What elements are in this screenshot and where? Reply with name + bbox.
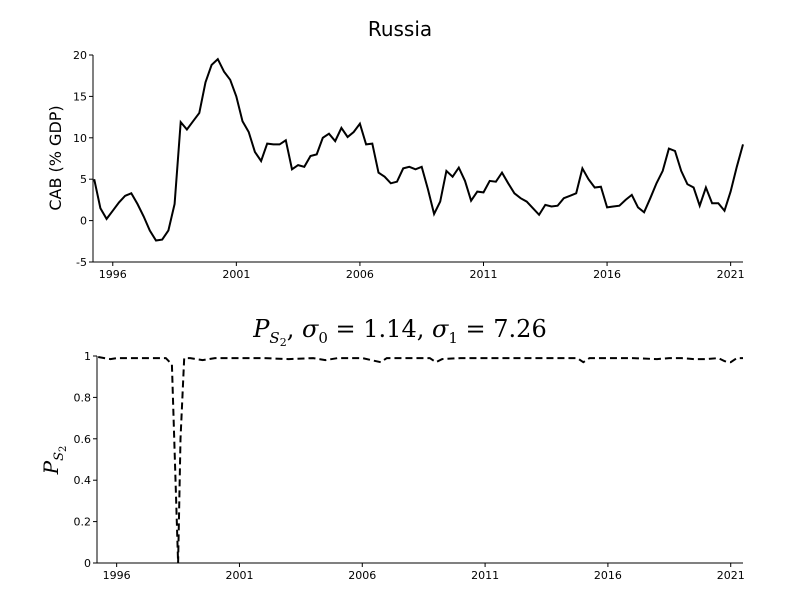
prob-chart-x-tick-label: 2021	[717, 569, 745, 582]
cab-chart-y-tick-label: 0	[80, 215, 87, 228]
cab-chart-y-axis-label: CAB (% GDP)	[46, 105, 65, 210]
prob-chart-series-line	[98, 356, 743, 564]
cab-chart-y-tick-label: 15	[73, 90, 87, 103]
cab-chart-ticks: -5 0 5 10 15 20 1996 2001 2006 2011 2016 2021	[73, 49, 745, 281]
cab-chart-y-tick-label: -5	[76, 256, 87, 269]
prob-chart-y-tick-label: 0.6	[74, 433, 92, 446]
cab-chart-x-tick-label: 2016	[593, 268, 621, 281]
prob-chart-y-tick-label: 0.4	[74, 474, 92, 487]
prob-chart-y-tick-label: 0	[84, 557, 91, 570]
prob-chart-y-tick-label: 0.8	[74, 391, 92, 404]
cab-chart-y-tick-label: 10	[73, 132, 87, 145]
prob-chart-x-tick-label: 2016	[594, 569, 622, 582]
cab-chart-y-tick-label: 5	[80, 173, 87, 186]
prob-chart-y-tick-label: 1	[84, 350, 91, 363]
cab-chart-x-tick-label: 1996	[99, 268, 127, 281]
cab-chart-y-tick-label: 20	[73, 49, 87, 62]
prob-chart-title: PS2, σ0 = 1.14, σ1 = 7.26	[252, 315, 546, 349]
cab-chart-x-tick-label: 2001	[222, 268, 250, 281]
prob-chart-ticks: 0 0.2 0.4 0.6 0.8 1 1996 2001 2006 2011 2016 2021	[74, 350, 745, 582]
prob-chart-x-tick-label: 1996	[103, 569, 131, 582]
cab-chart-x-tick-label: 2006	[346, 268, 374, 281]
cab-chart: Russia CAB (% GDP) -5 0 5 10 15 20 1996 2001 200…	[46, 17, 745, 281]
prob-chart: PS2, σ0 = 1.14, σ1 = 7.26 PS2 0 0.2 0.4 0.6…	[39, 315, 745, 582]
prob-chart-y-tick-label: 0.2	[74, 516, 92, 529]
cab-chart-x-tick-label: 2021	[717, 268, 745, 281]
cab-chart-title: Russia	[368, 17, 432, 41]
cab-chart-series-line	[93, 57, 744, 242]
prob-chart-y-axis-label: PS2	[39, 446, 69, 476]
cab-chart-x-tick-label: 2011	[469, 268, 497, 281]
prob-chart-x-tick-label: 2006	[348, 569, 376, 582]
prob-chart-x-tick-label: 2011	[471, 569, 499, 582]
prob-chart-x-tick-label: 2001	[225, 569, 253, 582]
